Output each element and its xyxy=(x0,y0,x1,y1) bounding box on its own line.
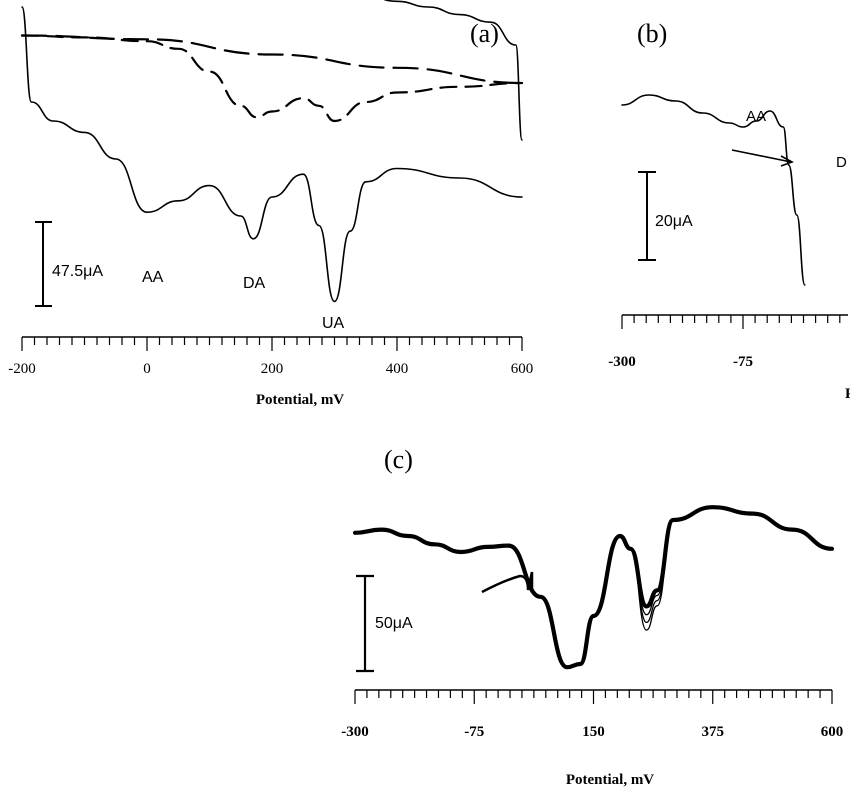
series-line-upper-scan xyxy=(383,0,523,141)
peak-label-da: DA xyxy=(243,275,266,292)
series-line-dpv xyxy=(621,94,806,286)
panel-a: (a) 47.5μA AA DA UA -200 0 200 400 600 Poten… xyxy=(8,0,533,408)
panel-b-series-group xyxy=(621,94,806,286)
panel-b-x-axis-title: P xyxy=(845,386,850,402)
x-tick-label: -200 xyxy=(8,361,36,377)
x-tick-label: -300 xyxy=(341,724,369,740)
x-tick-label: 600 xyxy=(821,724,844,740)
panel-a-scale-bar xyxy=(35,221,52,307)
x-tick-label: 600 xyxy=(511,361,534,377)
series-line-scan-4 xyxy=(354,506,833,668)
panel-c-scale-bar xyxy=(356,574,374,673)
series-line-long-dash-baseline xyxy=(20,34,524,85)
scan-start-marker xyxy=(481,571,534,594)
panel-b-x-axis: -300 -75 xyxy=(608,314,848,370)
panel-b: (b) AA D 20μA -300 -75 P xyxy=(608,19,850,402)
panel-c-label: (c) xyxy=(384,445,413,474)
x-tick-label: 150 xyxy=(582,724,605,740)
panel-c-x-axis: -300 -75 150 375 600 xyxy=(341,689,844,740)
series-line-scan-3 xyxy=(354,506,833,668)
panel-a-label: (a) xyxy=(470,19,499,48)
x-tick-label: -75 xyxy=(464,724,484,740)
peak-label-aa: AA xyxy=(142,269,164,286)
panel-a-scale-label: 47.5μA xyxy=(52,263,103,280)
series-line-dashed-scan xyxy=(20,34,524,123)
panel-c-x-axis-title: Potential, mV xyxy=(566,772,654,788)
panel-a-x-axis: -200 0 200 400 600 xyxy=(8,336,534,377)
x-tick-label: 375 xyxy=(702,724,725,740)
peak-label-ua: UA xyxy=(322,315,345,332)
panel-c-series-group xyxy=(352,505,835,670)
series-line-lower-scan xyxy=(21,6,523,303)
panel-a-series-group xyxy=(20,0,524,303)
x-tick-label: -75 xyxy=(733,354,753,370)
series-line-scan-1 xyxy=(352,505,835,670)
panel-b-scale-bar xyxy=(638,171,656,261)
panel-a-x-axis-title: Potential, mV xyxy=(256,392,344,408)
x-tick-label: -300 xyxy=(608,354,636,370)
x-tick-label: 0 xyxy=(143,361,151,377)
panel-b-peak-label-aa: AA xyxy=(746,108,766,125)
panel-b-peak-label-d: D xyxy=(836,154,847,171)
panel-c-scale-label: 50μA xyxy=(375,615,413,632)
x-tick-label: 400 xyxy=(386,361,409,377)
panel-b-label: (b) xyxy=(637,19,667,48)
panel-b-scale-label: 20μA xyxy=(655,213,693,230)
series-line-scan-2 xyxy=(354,506,833,668)
x-tick-label: 200 xyxy=(261,361,284,377)
scan-direction-arrow xyxy=(731,149,794,167)
panel-c: (c) 50μA -300 -75 150 375 600 Potential, mV xyxy=(341,445,843,788)
